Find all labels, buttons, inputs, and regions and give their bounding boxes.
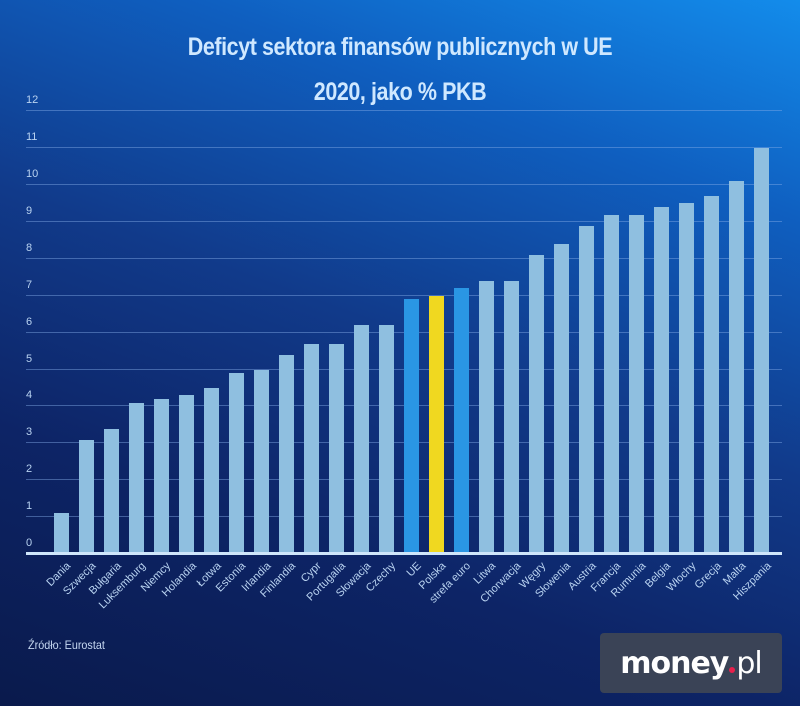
- bar-szwecja: [79, 439, 94, 554]
- gridline: [26, 294, 782, 296]
- bar-estonia: [229, 373, 244, 554]
- x-axis-baseline: [26, 552, 782, 555]
- y-tick-label: 12: [26, 94, 39, 107]
- bar-czechy: [379, 325, 394, 554]
- chart-title-line1: Deficyt sektora finansów publicznych w U…: [187, 33, 613, 61]
- bar-luksemburg: [129, 402, 144, 554]
- logo-dot-icon: [729, 666, 736, 673]
- bar-łotwa: [204, 387, 219, 554]
- y-tick-label: 2: [26, 463, 33, 476]
- source-note: Źródło: Eurostat: [28, 638, 105, 652]
- y-tick-label: 0: [26, 537, 33, 549]
- bar-strefa-euro: [454, 288, 469, 554]
- bar-cypr: [304, 343, 319, 554]
- y-tick-label: 3: [26, 426, 33, 439]
- logo-tld-text: pl: [736, 645, 762, 681]
- y-tick-label: 5: [26, 352, 33, 365]
- bar-belgia: [654, 207, 669, 554]
- bar-francja: [604, 214, 619, 554]
- bar-dania: [54, 513, 69, 554]
- gridline: [26, 147, 782, 149]
- gridline: [26, 184, 782, 185]
- bar-węgry: [529, 255, 544, 554]
- bar-portugalia: [329, 343, 344, 554]
- y-tick-label: 7: [26, 278, 33, 291]
- gridline: [26, 110, 782, 112]
- bar-irlandia: [254, 369, 269, 554]
- bar-grecja: [704, 196, 719, 554]
- x-tick-label: Grecja: [692, 560, 724, 592]
- bar-litwa: [479, 280, 494, 554]
- bar-bułgaria: [104, 428, 119, 554]
- bar-austria: [579, 225, 594, 554]
- y-tick-label: 10: [26, 168, 39, 180]
- bar-ue: [404, 299, 419, 554]
- bar-słowenia: [554, 244, 569, 554]
- bar-niemcy: [154, 399, 169, 554]
- bar-włochy: [679, 203, 694, 554]
- logo-wordmark: money pl: [620, 645, 763, 681]
- bar-polska: [429, 295, 444, 554]
- y-tick-label: 8: [26, 241, 33, 254]
- bar-holandia: [179, 395, 194, 554]
- y-tick-label: 6: [26, 315, 33, 328]
- bar-słowacja: [354, 325, 369, 554]
- bar-malta: [729, 181, 744, 554]
- y-tick-label: 4: [26, 389, 33, 402]
- gridline: [26, 257, 782, 259]
- y-tick-label: 9: [26, 204, 33, 217]
- y-tick-label: 11: [26, 131, 38, 144]
- bar-hiszpania: [754, 148, 769, 554]
- logo-main-text: money: [620, 645, 729, 681]
- bar-finlandia: [279, 354, 294, 554]
- bar-rumunia: [629, 214, 644, 554]
- gridline: [26, 220, 782, 222]
- chart-title-line2: 2020, jako % PKB: [313, 78, 487, 106]
- money-pl-logo: money pl: [600, 633, 782, 693]
- y-tick-label: 1: [26, 500, 33, 513]
- x-tick-label: UE: [404, 560, 424, 580]
- bar-chorwacja: [504, 280, 519, 554]
